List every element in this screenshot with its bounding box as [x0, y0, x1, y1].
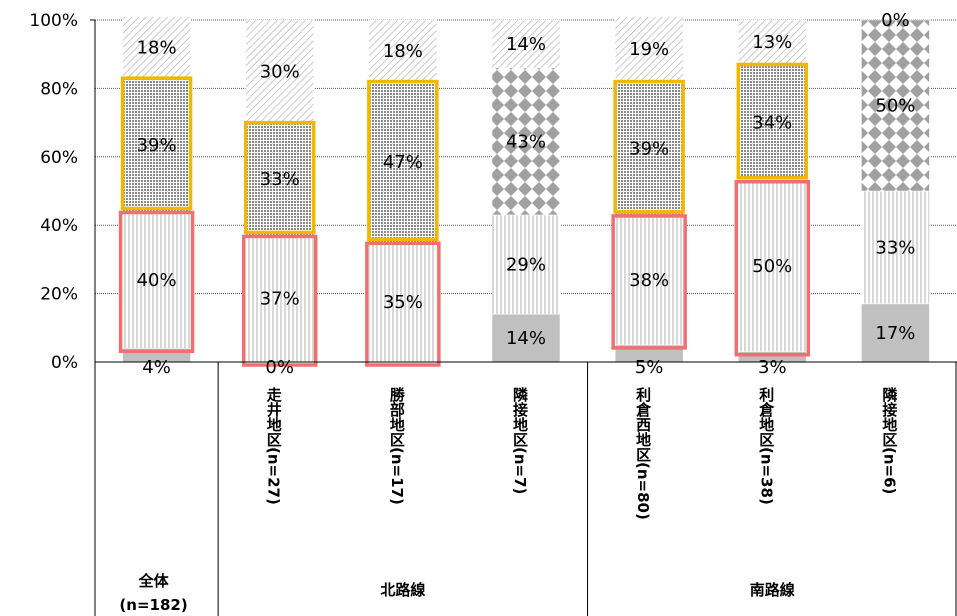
bar-segment — [614, 214, 684, 346]
category-label: 全体 — [138, 572, 170, 590]
segment-labels: 4% 40% 39% 18% 0% 37% 33% 30% 35% 47% 18% 14% 29% 43%… — [137, 10, 916, 378]
data-label: 14% — [506, 34, 546, 55]
category-label: 利倉地区(n=38) — [757, 386, 775, 505]
bars — [118, 16, 930, 367]
highlight-outline — [118, 210, 195, 354]
data-label: 5% — [635, 357, 664, 378]
bar-segment — [245, 19, 314, 123]
data-label: 0% — [881, 10, 910, 31]
highlight-outline — [243, 120, 316, 235]
bar-segment — [614, 81, 684, 216]
bar-segment — [738, 64, 807, 181]
highlight-outline — [613, 79, 685, 214]
y-tick-label: 80% — [40, 79, 78, 99]
data-label: 0% — [265, 357, 294, 378]
data-label: 43% — [506, 131, 546, 152]
highlight-outline — [611, 214, 687, 350]
data-label: 4% — [142, 357, 171, 378]
data-label: 19% — [629, 39, 669, 60]
y-axis: 0% 20% 40% 60% 80% 100% — [29, 11, 96, 373]
data-label: 13% — [752, 32, 792, 53]
highlight-outline — [120, 76, 193, 211]
data-label: 50% — [875, 96, 915, 117]
category-label: 勝部地区(n=17) — [388, 386, 406, 505]
data-label: 33% — [260, 169, 300, 190]
bar-segment — [491, 214, 561, 315]
highlight-outline — [736, 62, 809, 180]
data-label: 47% — [383, 152, 423, 173]
x-axis: 全体 (n=182) 走井地区(n=27) 勝部地区(n=17) 隣接地区(n=7) 利倉… — [94, 361, 957, 616]
y-tick-label: 20% — [40, 285, 78, 305]
data-label: 38% — [629, 270, 669, 291]
group-label: 南路線 — [750, 581, 795, 599]
bar-segment — [368, 242, 438, 363]
data-label: 37% — [260, 289, 300, 310]
highlight-outline — [365, 241, 441, 367]
data-label: 50% — [752, 256, 792, 277]
bar-segment — [861, 190, 930, 305]
data-label: 30% — [260, 61, 300, 82]
data-label: 35% — [383, 292, 423, 313]
bar-segment — [122, 211, 191, 349]
data-label: 14% — [506, 328, 546, 349]
bar-segment — [738, 19, 807, 65]
y-tick-label: 40% — [40, 216, 78, 236]
data-label: 39% — [629, 138, 669, 159]
data-label: 18% — [137, 37, 177, 58]
data-label: 33% — [875, 237, 915, 258]
data-label: 17% — [875, 323, 915, 344]
bar-segment — [368, 81, 438, 243]
y-tick-label: 100% — [29, 11, 78, 31]
highlight-outline — [241, 234, 318, 367]
bar-segment — [491, 19, 561, 69]
highlight-outline — [734, 179, 811, 357]
group-label: 北路線 — [380, 581, 425, 599]
bar-segment — [491, 313, 561, 363]
data-label: 3% — [758, 357, 787, 378]
highlight-outline — [367, 79, 439, 242]
category-label: (n=182) — [119, 596, 187, 614]
bar-segment — [122, 16, 191, 79]
data-label: 18% — [383, 41, 423, 62]
category-label: 隣接地区(n=6) — [880, 386, 898, 494]
category-label: 走井地区(n=27) — [265, 386, 283, 505]
data-label: 39% — [137, 135, 177, 156]
y-tick-label: 0% — [51, 353, 78, 373]
y-tick-label: 60% — [40, 148, 78, 168]
data-label: 40% — [137, 270, 177, 291]
bar-segment — [861, 303, 930, 363]
bar-segment — [614, 16, 684, 82]
bar-segment — [491, 67, 561, 216]
data-label: 29% — [506, 255, 546, 276]
bar-segment — [861, 19, 930, 192]
category-label: 隣接地区(n=7) — [511, 386, 529, 494]
category-label: 利倉西地区(n=80) — [634, 386, 652, 520]
data-label: 34% — [752, 113, 792, 134]
